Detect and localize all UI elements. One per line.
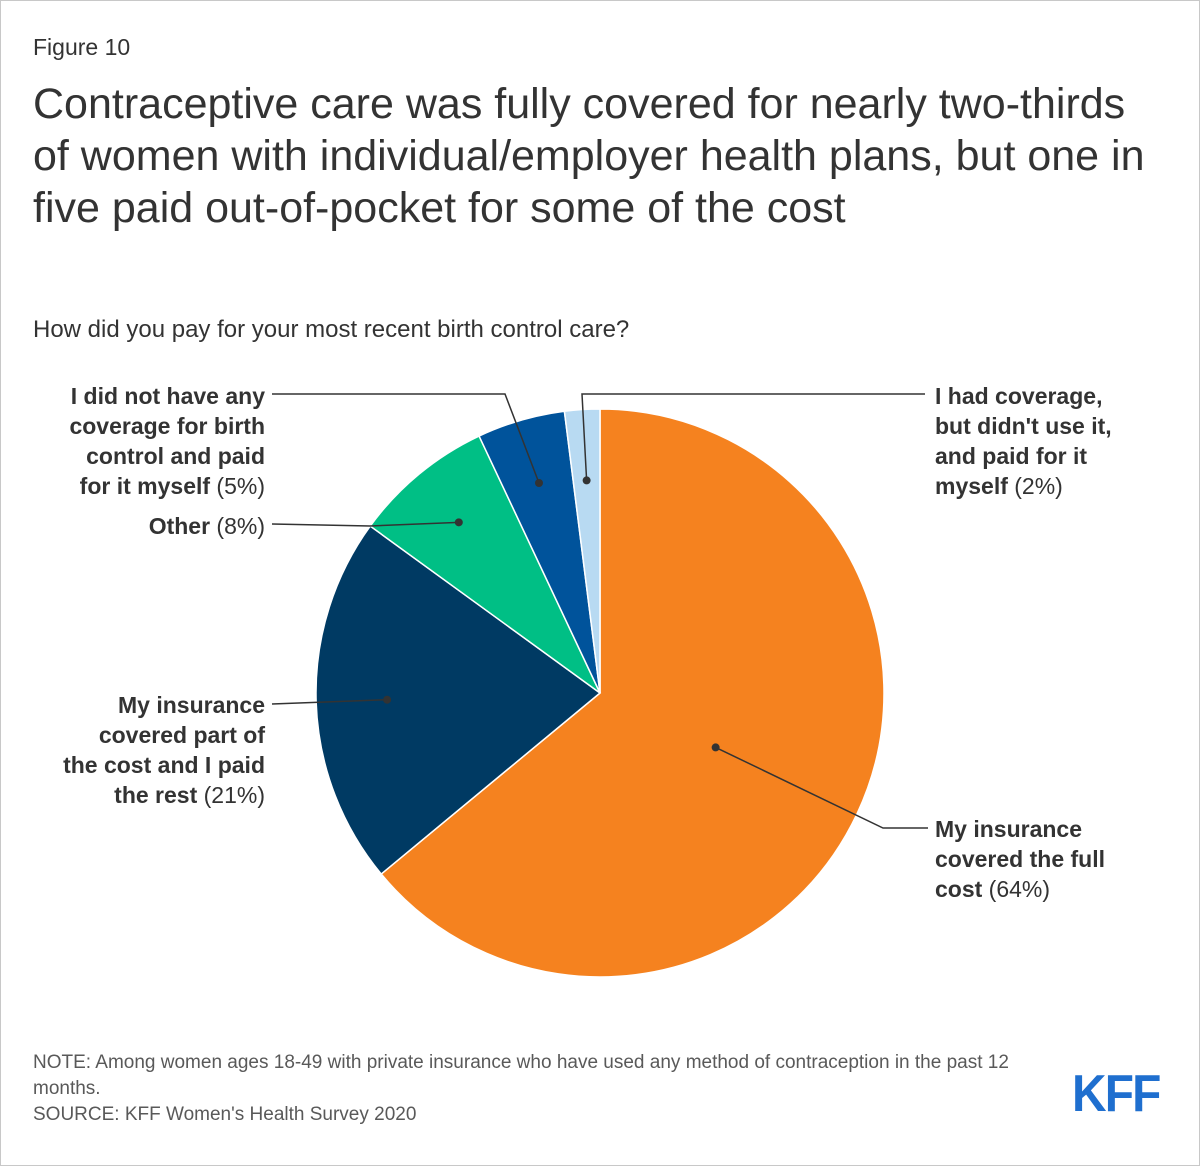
leader-line xyxy=(715,746,928,829)
leader-line xyxy=(271,698,388,705)
leader-dot xyxy=(534,479,543,488)
pie-slices xyxy=(315,408,885,978)
slice-label-line: I did not have any xyxy=(71,383,265,409)
slice-label: My insurance covered part of the cost and … xyxy=(63,692,265,808)
slice-labels: My insurance covered the full cost (64%)My… xyxy=(63,383,1112,902)
slice-label-line: the rest xyxy=(114,782,197,808)
source-text: SOURCE: KFF Women's Health Survey 2020 xyxy=(33,1104,417,1125)
chart-subtitle: How did you pay for your most recent bir… xyxy=(33,316,630,343)
leader-lines xyxy=(271,393,928,829)
footer-notes: NOTE: Among women ages 18-49 with privat… xyxy=(33,1050,1043,1128)
slice-label: I had coverage, but didn't use it, and pai… xyxy=(935,383,1112,499)
note-text: NOTE: Among women ages 18-49 with privat… xyxy=(33,1052,1009,1099)
slice-label: I did not have any coverage for birth cont… xyxy=(69,383,265,499)
leader-line xyxy=(272,393,540,484)
slice-label-line: and paid for it xyxy=(935,443,1087,469)
kff-logo: KFF xyxy=(1072,1065,1161,1123)
slice-label-line: for it myself xyxy=(80,473,211,499)
pie-slice xyxy=(369,435,601,694)
pie-slice xyxy=(380,408,885,978)
leader-dot xyxy=(582,476,591,485)
slice-value-label: (21%) xyxy=(197,782,265,808)
slice-label-line: Other xyxy=(149,513,210,539)
leader-dot xyxy=(383,695,392,704)
slice-label-line: covered part of xyxy=(99,722,265,748)
slice-label-line: myself xyxy=(935,473,1008,499)
slice-label-line: I had coverage, xyxy=(935,383,1102,409)
slice-label-line: control and paid xyxy=(86,443,265,469)
slice-label-line: covered the full xyxy=(935,846,1105,872)
slice-value-label: (2%) xyxy=(1008,473,1063,499)
slice-label: Other (8%) xyxy=(149,513,265,539)
figure-label: Figure 10 xyxy=(33,34,131,60)
slice-label-line: cost xyxy=(935,876,983,902)
leader-line xyxy=(271,521,459,527)
slice-label-line: the cost and I paid xyxy=(63,752,265,778)
slice-label-line: coverage for birth xyxy=(69,413,265,439)
slice-value-label: (8%) xyxy=(210,513,265,539)
slice-label-line: but didn't use it, xyxy=(935,413,1112,439)
leader-dot xyxy=(454,518,463,527)
slice-label-line: My insurance xyxy=(118,692,265,718)
leader-line xyxy=(581,393,925,481)
slice-label-line: My insurance xyxy=(935,816,1082,842)
chart-title: Contraceptive care was fully covered for… xyxy=(33,80,1145,232)
slice-label: My insurance covered the full cost (64%) xyxy=(935,816,1105,902)
slice-value-label: (64%) xyxy=(982,876,1050,902)
leader-dot xyxy=(711,743,720,752)
slice-value-label: (5%) xyxy=(210,473,265,499)
